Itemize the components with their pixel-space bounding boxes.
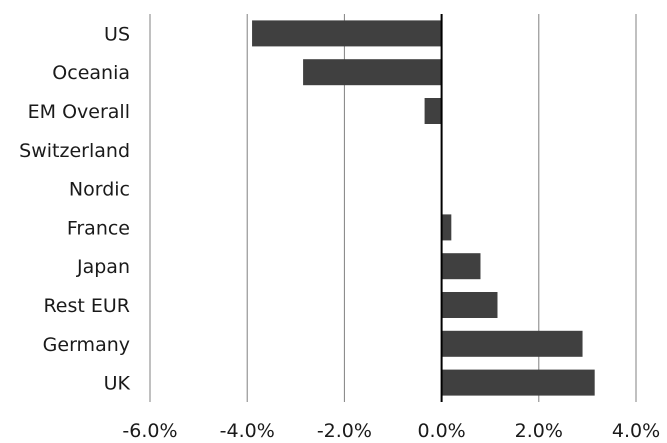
category-label: Oceania <box>52 62 130 84</box>
category-label: Rest EUR <box>43 295 130 317</box>
bar-france <box>441 214 452 241</box>
x-tick-labels: -6.0% -4.0% -2.0% 0.0% 2.0% 4.0% <box>122 420 660 442</box>
category-label: UK <box>104 373 131 395</box>
bar-oceania <box>303 59 442 86</box>
category-label: Japan <box>76 256 130 278</box>
bar-us <box>252 20 442 47</box>
bar-uk <box>441 369 595 396</box>
x-tick-label: 4.0% <box>612 420 660 442</box>
category-label: France <box>67 217 130 239</box>
bar-em-overall <box>424 98 442 124</box>
bar-germany <box>441 330 583 357</box>
x-tick-label: -6.0% <box>122 420 177 442</box>
x-tick-label: -4.0% <box>220 420 275 442</box>
category-label: Germany <box>43 334 130 356</box>
category-labels: US Oceania EM Overall Switzerland Nordic Fran… <box>19 23 130 394</box>
bar-japan <box>441 253 481 280</box>
bars <box>252 20 595 396</box>
category-label: EM Overall <box>28 101 130 123</box>
x-tick-label: -2.0% <box>317 420 372 442</box>
category-label: US <box>104 23 130 45</box>
x-tick-label: 2.0% <box>515 420 563 442</box>
bar-rest-eur <box>441 292 498 318</box>
category-label: Switzerland <box>19 140 130 162</box>
category-label: Nordic <box>69 179 130 201</box>
x-tick-label: 0.0% <box>417 420 465 442</box>
